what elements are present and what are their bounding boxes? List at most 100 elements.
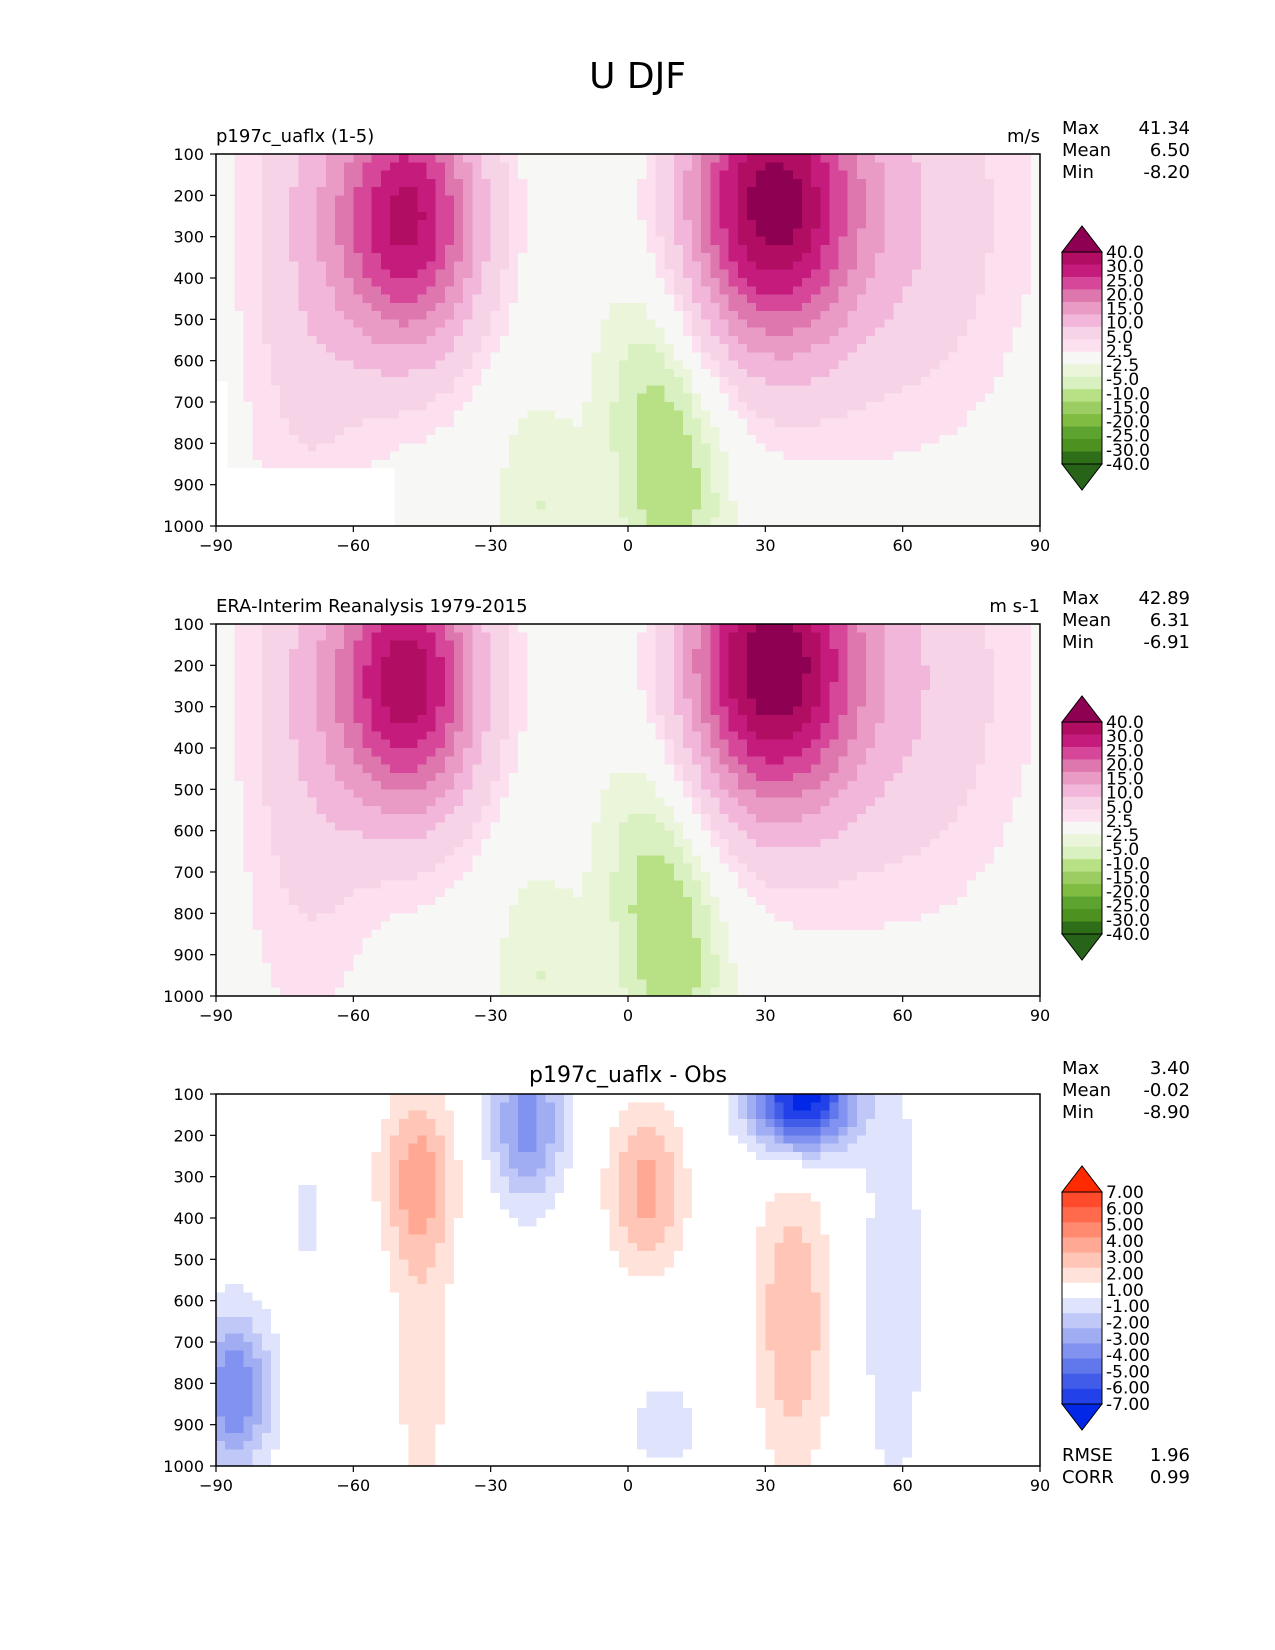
contour-cell bbox=[454, 236, 464, 246]
contour-cell bbox=[444, 410, 455, 420]
contour-cell bbox=[920, 632, 931, 642]
contour-cell bbox=[829, 368, 840, 378]
y-tick-label: 500 bbox=[173, 310, 204, 329]
contour-cell bbox=[692, 385, 702, 395]
contour-cell bbox=[508, 360, 519, 370]
contour-cell bbox=[280, 236, 290, 246]
contour-cell bbox=[994, 170, 1004, 180]
contour-cell bbox=[463, 657, 473, 666]
contour-cell bbox=[875, 385, 885, 395]
contour-cell bbox=[682, 443, 693, 453]
contour-cell bbox=[765, 302, 776, 312]
contour-cell bbox=[701, 335, 711, 345]
contour-cell bbox=[609, 311, 620, 320]
contour-cell bbox=[371, 640, 382, 650]
contour-cell bbox=[518, 302, 528, 312]
contour-cell bbox=[948, 244, 959, 254]
contour-cell bbox=[463, 236, 473, 246]
contour-cell bbox=[957, 253, 968, 263]
contour-cell bbox=[490, 244, 501, 254]
contour-cell bbox=[389, 187, 400, 196]
contour-cell bbox=[344, 187, 354, 196]
contour-cell bbox=[353, 385, 364, 395]
contour-cell bbox=[756, 244, 766, 254]
contour-cell bbox=[234, 377, 245, 387]
contour-cell bbox=[966, 253, 977, 263]
contour-cell bbox=[481, 269, 492, 279]
contour-cell bbox=[664, 377, 675, 387]
contour-cell bbox=[545, 335, 556, 345]
contour-cell bbox=[994, 657, 1004, 666]
contour-cell bbox=[454, 492, 464, 502]
contour-cell bbox=[646, 154, 657, 163]
contour-cell bbox=[765, 418, 776, 428]
contour-cell bbox=[554, 220, 565, 229]
contour-cell bbox=[655, 648, 666, 658]
contour-cell bbox=[811, 640, 821, 650]
contour-cell bbox=[756, 435, 766, 444]
contour-cell bbox=[911, 681, 922, 691]
contour-cell bbox=[481, 393, 492, 403]
contour-cell bbox=[1021, 170, 1032, 180]
contour-cell bbox=[591, 632, 602, 642]
colorbar-swatch bbox=[1062, 364, 1102, 378]
contour-cell bbox=[435, 476, 446, 486]
contour-cell bbox=[243, 178, 254, 188]
contour-cell bbox=[628, 665, 638, 675]
contour-cell bbox=[856, 435, 867, 444]
contour-cell bbox=[563, 211, 574, 221]
contour-cell bbox=[646, 211, 657, 221]
contour-cell bbox=[838, 195, 849, 205]
contour-cell bbox=[508, 311, 519, 320]
contour-cell bbox=[435, 211, 446, 221]
contour-cell bbox=[801, 690, 812, 699]
contour-cell bbox=[490, 657, 501, 666]
contour-cell bbox=[399, 624, 409, 633]
contour-cell bbox=[756, 624, 766, 633]
contour-cell bbox=[975, 648, 986, 658]
contour-cell bbox=[985, 492, 995, 502]
colorbar-extend-top bbox=[1060, 225, 1104, 253]
contour-cell bbox=[911, 501, 922, 511]
contour-cell bbox=[399, 443, 409, 453]
contour-cell bbox=[801, 377, 812, 387]
contour-cell bbox=[737, 327, 748, 337]
contour-cell bbox=[884, 211, 895, 221]
contour-cell bbox=[270, 178, 281, 188]
contour-cell bbox=[985, 501, 995, 511]
contour-cell bbox=[939, 484, 950, 494]
contour-cell bbox=[591, 517, 602, 527]
contour-cell bbox=[948, 451, 959, 461]
contour-cell bbox=[380, 162, 391, 172]
contour-cell bbox=[280, 681, 290, 691]
contour-cell bbox=[463, 410, 473, 420]
contour-cell bbox=[875, 178, 885, 188]
contour-cell bbox=[371, 410, 382, 420]
contour-cell bbox=[875, 492, 885, 502]
contour-cell bbox=[902, 195, 913, 205]
contour-cell bbox=[975, 476, 986, 486]
contour-cell bbox=[829, 673, 840, 683]
contour-cell bbox=[920, 624, 931, 633]
contour-cell bbox=[866, 211, 876, 221]
contour-cell bbox=[325, 640, 336, 650]
contour-cell bbox=[316, 352, 327, 362]
contour-cell bbox=[481, 344, 492, 353]
contour-cell bbox=[829, 624, 840, 633]
contour-cell bbox=[600, 269, 611, 279]
contour-cell bbox=[490, 187, 501, 196]
contour-cell bbox=[417, 468, 428, 477]
contour-cell bbox=[344, 640, 354, 650]
contour-cell bbox=[408, 451, 419, 461]
contour-cell bbox=[893, 294, 904, 304]
contour-cell bbox=[582, 319, 592, 329]
contour-cell bbox=[774, 640, 785, 650]
contour-cell bbox=[838, 377, 849, 387]
contour-cell bbox=[682, 468, 693, 477]
contour-cell bbox=[582, 393, 592, 403]
contour-cell bbox=[270, 195, 281, 205]
contour-cell bbox=[628, 451, 638, 461]
contour-cell bbox=[957, 492, 968, 502]
contour-cell bbox=[682, 435, 693, 444]
contour-cell bbox=[536, 657, 547, 666]
